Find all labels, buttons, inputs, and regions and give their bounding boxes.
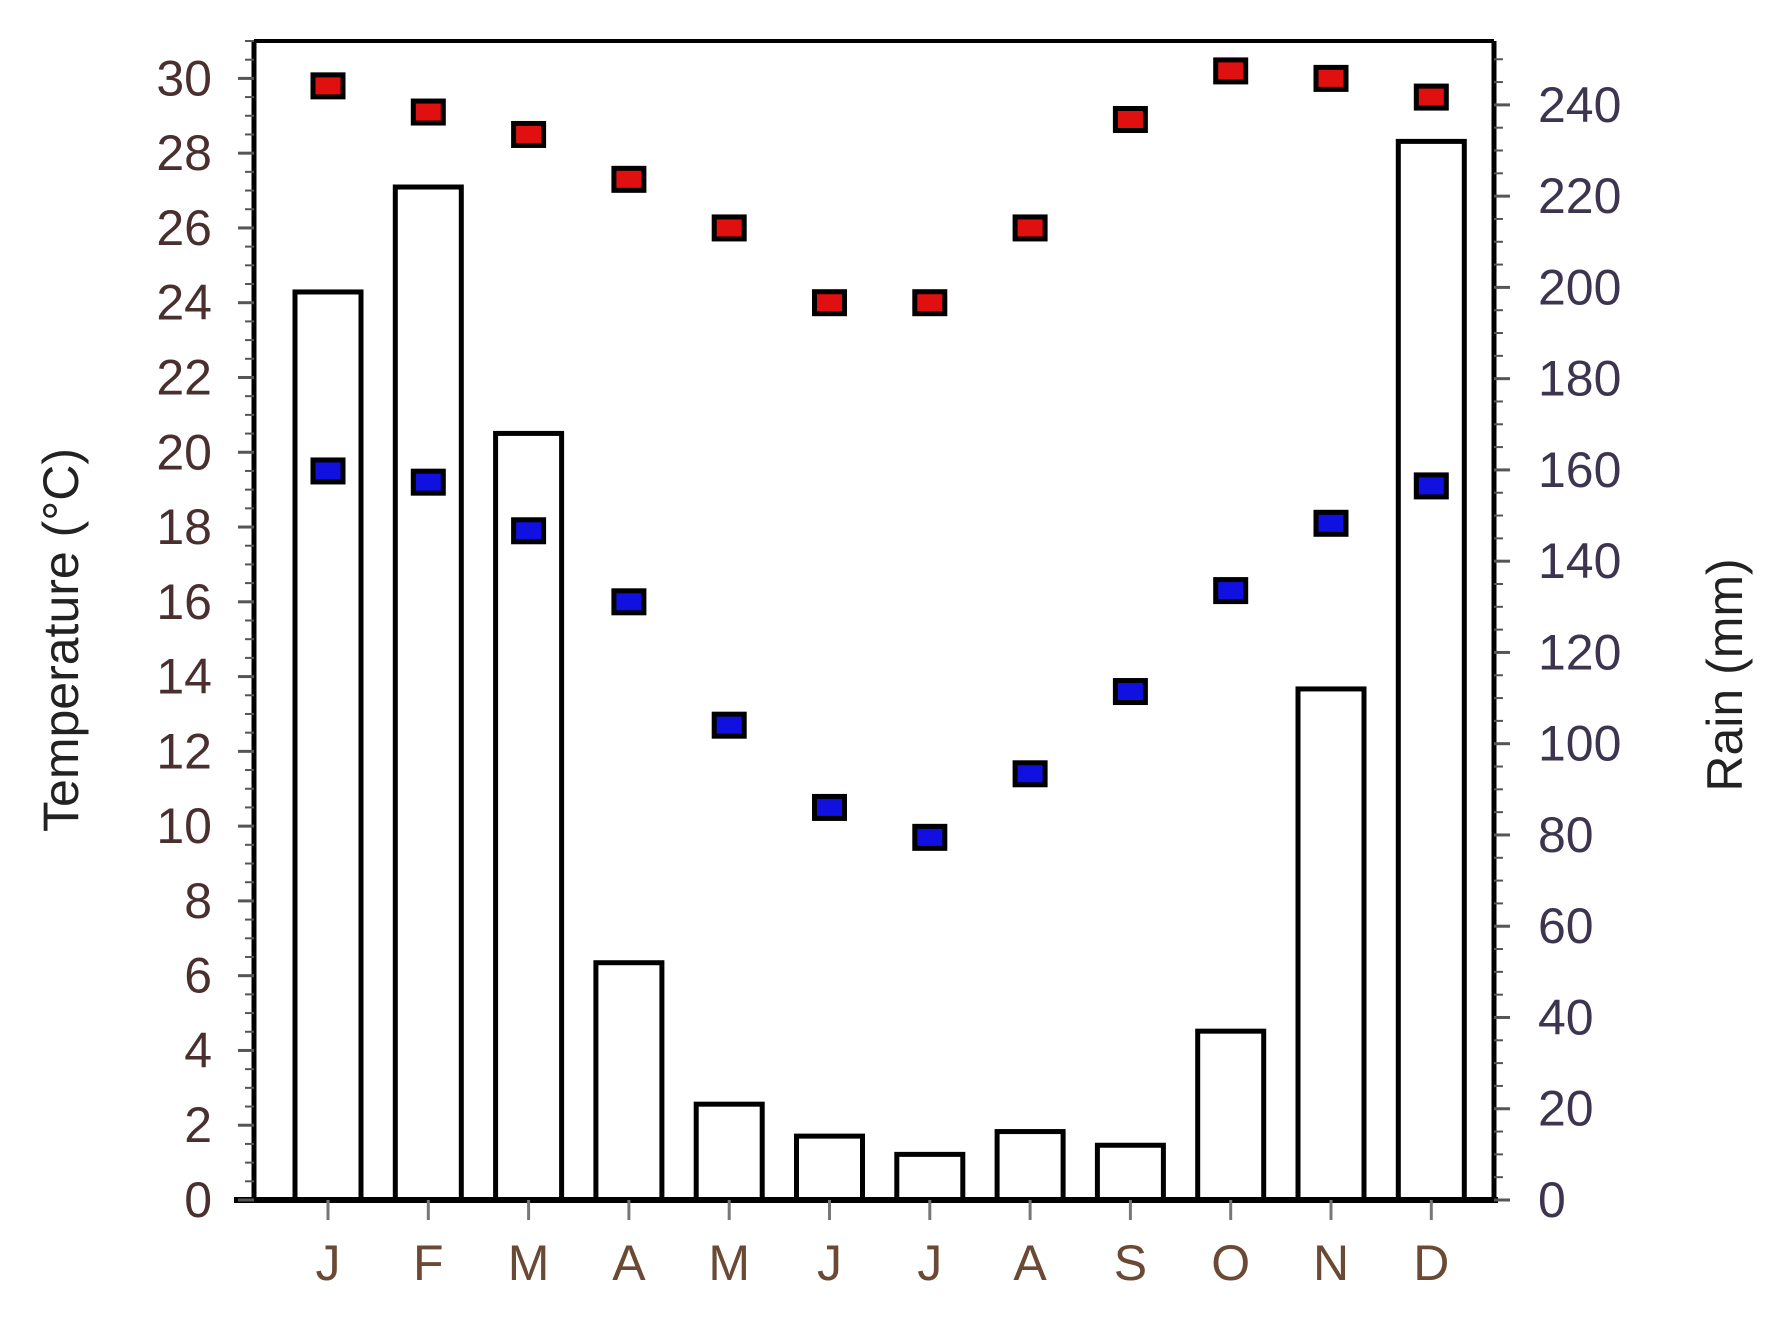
rain-bar	[292, 289, 364, 1203]
x-tick-label: M	[708, 1235, 750, 1291]
max-temperature-marker	[812, 289, 847, 317]
right-tick-label: 180	[1538, 351, 1621, 407]
right-axis-title: Rain (mm)	[1697, 558, 1753, 791]
rain-bar	[493, 430, 565, 1203]
rain-bar	[693, 1101, 765, 1203]
right-axis-ticks: 0 20 40 60 80 100 120 140 160 180 200 220 240	[1494, 58, 1621, 1228]
right-tick-label: 40	[1538, 989, 1594, 1045]
right-tick-label: 120	[1538, 624, 1621, 680]
min-temperature-marker	[812, 793, 847, 821]
right-tick-label: 100	[1538, 716, 1621, 772]
rain-bar	[894, 1151, 966, 1203]
right-tick-label: 220	[1538, 168, 1621, 224]
min-temperature-marker	[511, 517, 547, 545]
min-temperature-marker	[410, 468, 446, 496]
left-tick-label: 24	[156, 275, 212, 331]
rain-bar	[1295, 686, 1367, 1203]
right-tick-label: 60	[1538, 898, 1594, 954]
left-tick-label: 26	[156, 200, 212, 256]
left-tick-label: 6	[184, 948, 212, 1004]
max-temperature-marker	[1313, 64, 1349, 92]
left-tick-label: 16	[156, 574, 212, 630]
max-temperature-marker	[1012, 214, 1048, 242]
x-tick-label: D	[1413, 1235, 1449, 1291]
x-tick-label: A	[612, 1235, 646, 1291]
left-axis-title: Temperature (°C)	[33, 448, 89, 832]
left-tick-label: 2	[184, 1097, 212, 1153]
left-tick-label: 28	[156, 125, 212, 181]
x-tick-label: J	[917, 1235, 942, 1291]
min-temperature-marker	[1112, 678, 1148, 706]
x-tick-label: O	[1211, 1235, 1250, 1291]
max-temperature-marker	[611, 165, 647, 193]
rain-bars	[292, 138, 1467, 1203]
rain-bar	[392, 184, 464, 1203]
max-temperature-marker	[711, 214, 747, 242]
min-temperature-marker	[1413, 472, 1449, 500]
right-tick-label: 160	[1538, 442, 1621, 498]
min-temperature-marker	[1012, 760, 1048, 788]
left-tick-label: 0	[184, 1172, 212, 1228]
min-temperature-markers	[310, 457, 1449, 851]
rain-bar	[593, 960, 665, 1203]
rain-bar	[794, 1133, 865, 1203]
min-temperature-marker	[912, 823, 948, 851]
x-tick-label: M	[508, 1235, 550, 1291]
max-temperature-marker	[1112, 106, 1148, 134]
max-temperature-marker	[410, 98, 446, 126]
right-tick-label: 80	[1538, 807, 1594, 863]
right-tick-label: 200	[1538, 259, 1621, 315]
min-temperature-marker	[611, 588, 647, 616]
max-temperature-marker	[1213, 57, 1249, 85]
rain-bar	[1195, 1028, 1267, 1203]
left-tick-label: 4	[184, 1022, 212, 1078]
max-temperature-marker	[912, 289, 948, 317]
x-tick-label: N	[1313, 1235, 1349, 1291]
min-temperature-marker	[711, 711, 747, 739]
left-tick-label: 22	[156, 349, 212, 405]
right-tick-label: 20	[1538, 1081, 1594, 1137]
left-tick-label: 8	[184, 873, 212, 929]
min-temperature-marker	[1213, 577, 1249, 605]
axes	[234, 39, 1498, 1203]
left-tick-label: 10	[156, 798, 212, 854]
right-tick-label: 240	[1538, 77, 1621, 133]
x-tick-label: A	[1013, 1235, 1047, 1291]
left-tick-label: 20	[156, 424, 212, 480]
x-tick-label: S	[1114, 1235, 1147, 1291]
left-tick-label: 18	[156, 499, 212, 555]
left-tick-label: 14	[156, 649, 212, 705]
x-tick-label: J	[817, 1235, 842, 1291]
rain-bar	[1094, 1142, 1166, 1203]
right-tick-label: 140	[1538, 533, 1621, 589]
left-tick-label: 12	[156, 723, 212, 779]
left-tick-label: 30	[156, 50, 212, 106]
max-temperature-marker	[310, 72, 346, 100]
right-tick-label: 0	[1538, 1172, 1566, 1228]
max-temperature-markers	[310, 57, 1449, 317]
x-tick-label: F	[413, 1235, 444, 1291]
min-temperature-marker	[1313, 509, 1349, 537]
x-tick-label: J	[316, 1235, 341, 1291]
max-temperature-marker	[511, 120, 547, 148]
rain-bar	[1395, 138, 1467, 1203]
min-temperature-marker	[310, 457, 346, 485]
rain-bar	[994, 1129, 1066, 1203]
max-temperature-marker	[1413, 83, 1449, 111]
